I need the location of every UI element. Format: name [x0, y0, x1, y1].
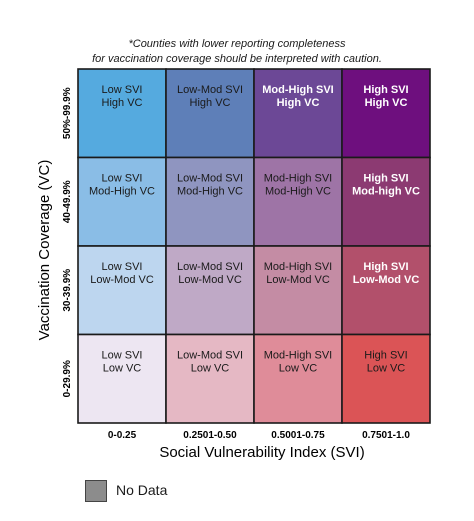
cell-vc-label: Low VC [103, 363, 142, 375]
cell-svi-label: Mod-High SVI [264, 350, 332, 362]
cell-vc-label: High VC [190, 97, 231, 109]
x-tick-label: 0.7501-1.0 [362, 430, 410, 441]
cell-svi-label: Low SVI [102, 84, 143, 96]
x-axis-title: Social Vulnerability Index (SVI) [159, 444, 364, 461]
matrix-cell-fill [253, 156, 343, 247]
cell-svi-label: High SVI [363, 84, 408, 96]
cell-vc-label: High VC [102, 97, 143, 109]
cell-svi-label: Mod-High SVI [264, 173, 332, 185]
matrix-cell-fill [165, 68, 255, 159]
matrix-cell-fill [77, 245, 167, 336]
matrix-cell-fill [77, 68, 167, 159]
matrix-cell-fill [253, 68, 343, 159]
y-tick-label: 50%-99.9% [62, 87, 73, 139]
matrix-cell-fill [253, 333, 343, 424]
no-data-legend-swatch [85, 480, 107, 502]
caution-note-line-2: for vaccination coverage should be inter… [92, 53, 382, 65]
cell-svi-label: Low-Mod SVI [177, 261, 243, 273]
matrix-cell-fill [341, 333, 431, 424]
y-tick-label: 0-29.9% [62, 360, 73, 397]
cell-vc-label: Low VC [279, 363, 318, 375]
matrix-cell-fill [165, 333, 255, 424]
cell-svi-label: Low-Mod SVI [177, 173, 243, 185]
cell-svi-label: Low SVI [102, 261, 143, 273]
cell-vc-label: Low-Mod VC [353, 274, 420, 286]
matrix-cell-fill [253, 245, 343, 336]
matrix-cell-fill [341, 68, 431, 159]
cell-vc-label: Mod-high VC [352, 186, 420, 198]
cell-vc-label: High VC [277, 97, 320, 109]
x-tick-label: 0-0.25 [108, 430, 137, 441]
cell-vc-label: High VC [365, 97, 408, 109]
cell-vc-label: Mod-High VC [89, 186, 155, 198]
cell-vc-label: Mod-High VC [265, 186, 331, 198]
cell-svi-label: Low-Mod SVI [177, 350, 243, 362]
cell-svi-label: Mod-High SVI [264, 261, 332, 273]
matrix-cell-fill [77, 333, 167, 424]
y-tick-label: 30-39.9% [62, 269, 73, 312]
matrix-cell-fill [165, 156, 255, 247]
y-tick-label: 40-49.9% [62, 180, 73, 223]
matrix-cell-fill [341, 245, 431, 336]
cell-svi-label: Low SVI [102, 350, 143, 362]
cell-svi-label: High SVI [364, 350, 407, 362]
cell-vc-label: Low VC [367, 363, 406, 375]
cell-svi-label: High SVI [363, 173, 408, 185]
y-axis-title: Vaccination Coverage (VC) [36, 160, 53, 341]
cell-vc-label: Low-Mod VC [178, 274, 242, 286]
cell-svi-label: Low-Mod SVI [177, 84, 243, 96]
cell-svi-label: Low SVI [102, 173, 143, 185]
matrix-cell-fill [165, 245, 255, 336]
matrix-cell-fill [77, 156, 167, 247]
caution-note-line-1: *Counties with lower reporting completen… [128, 38, 346, 50]
cell-svi-label: Mod-High SVI [262, 84, 334, 96]
cell-vc-label: Low-Mod VC [266, 274, 330, 286]
cell-vc-label: Low-Mod VC [90, 274, 154, 286]
cell-svi-label: High SVI [363, 261, 408, 273]
no-data-legend-label: No Data [116, 482, 168, 498]
x-tick-label: 0.2501-0.50 [183, 430, 237, 441]
cell-vc-label: Mod-High VC [177, 186, 243, 198]
x-tick-label: 0.5001-0.75 [271, 430, 325, 441]
cell-vc-label: Low VC [191, 363, 230, 375]
matrix-cell-fill [341, 156, 431, 247]
